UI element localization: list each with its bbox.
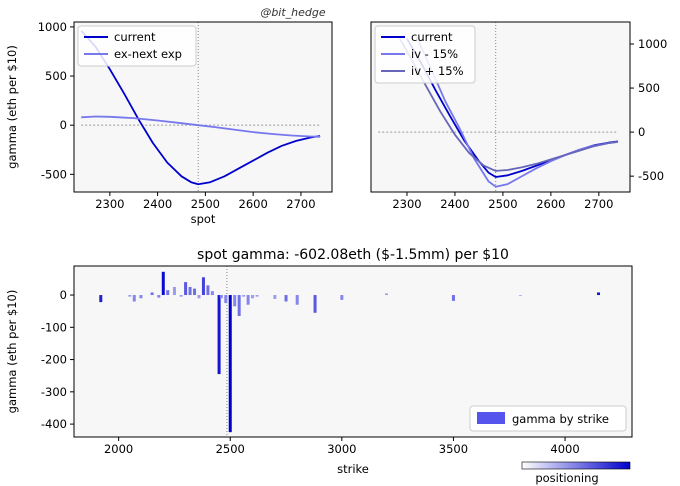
y-tick-label: 0 [638, 125, 645, 139]
x-tick-label: 2700 [286, 197, 315, 211]
bar-strike-3200 [384, 293, 388, 296]
legend-label: current [411, 30, 453, 44]
legend: current iv - 15% iv + 15% [374, 25, 476, 84]
x-tick-label: 2600 [239, 197, 268, 211]
bar-strike-2500 [228, 295, 232, 433]
bar-strike-2700 [273, 295, 277, 299]
bar-strike-1920 [99, 295, 103, 303]
x-tick-label: 2300 [95, 197, 124, 211]
y-axis-label: gamma (eth per $10) [5, 45, 19, 169]
x-tick-label: 2500 [191, 197, 220, 211]
y-tick-label: -300 [41, 385, 67, 399]
bar-strike-2300 [184, 282, 188, 296]
chart-top-right: 2300 2400 2500 2600 2700 -500 0 500 1000 current i… [370, 21, 667, 211]
x-tick-label: 2000 [104, 442, 133, 456]
legend: current ex-next exp [77, 25, 197, 67]
series-line-1 [81, 115, 321, 138]
legend-box [469, 405, 627, 432]
bar-strike-4150 [597, 292, 601, 296]
chart-bottom: spot gamma: -602.08eth ($-1.5mm) per $10… [5, 247, 633, 485]
chart-top-left: 2300 2400 2500 2600 2700 -500 0 500 1000 current e… [5, 20, 333, 226]
bar-strike-2480 [224, 295, 228, 304]
bar-strike-2620 [255, 295, 259, 297]
bar-strike-2560 [242, 295, 246, 297]
y-tick-label: -100 [41, 320, 67, 334]
x-tick-label: 3000 [327, 442, 356, 456]
y-tick-label: -400 [41, 417, 67, 431]
y-tick-label: 1000 [38, 20, 67, 34]
bar-strike-2200 [161, 271, 165, 296]
bar-strike-2150 [150, 292, 154, 296]
bar-strike-2050 [128, 295, 132, 297]
x-axis-label: strike [337, 462, 369, 476]
y-tick-label: 500 [45, 69, 67, 83]
bar-strike-2600 [251, 295, 255, 299]
bar-strike-2450 [217, 295, 221, 375]
y-axis-label: gamma (eth per $10) [5, 290, 19, 414]
colorbar [521, 461, 631, 470]
x-tick-label: 2400 [143, 197, 172, 211]
legend-label: iv + 15% [411, 64, 464, 78]
legend-label: gamma by strike [512, 412, 609, 426]
series-line-0 [80, 30, 321, 186]
x-tick-label: 2400 [440, 197, 469, 211]
bar-strike-2180 [157, 295, 161, 298]
y-tick-label: 0 [60, 118, 67, 132]
plot-frame [73, 265, 633, 438]
bar-strike-2070 [132, 295, 136, 302]
series-line-2 [399, 38, 619, 172]
bar-strike-2340 [193, 288, 197, 296]
plot-frame [73, 21, 333, 193]
bar-strike-2800 [295, 295, 299, 305]
legend-label: ex-next exp [114, 47, 182, 61]
legend-swatch [477, 412, 505, 424]
legend-box [374, 25, 476, 84]
y-tick-label: 0 [60, 288, 67, 302]
bar-strike-2380 [201, 277, 205, 296]
bar-strike-2360 [197, 295, 201, 299]
x-tick-label: 2700 [584, 197, 613, 211]
bar-strike-2100 [139, 295, 143, 299]
bar-strike-2420 [210, 291, 214, 296]
legend-label: current [114, 30, 156, 44]
bar-strike-2540 [237, 295, 241, 317]
bar-strike-2750 [284, 295, 288, 302]
bar-strike-3000 [340, 295, 344, 300]
bar-strike-2880 [313, 295, 317, 313]
y-tick-label: 1000 [638, 37, 667, 51]
bar-strike-2280 [179, 295, 183, 297]
chart-title: spot gamma: -602.08eth ($-1.5mm) per $10 [197, 247, 509, 263]
bar-strike-3800 [518, 295, 522, 297]
bar-strike-2320 [188, 286, 192, 296]
bar-strike-2250 [172, 286, 176, 296]
y-tick-label: -200 [41, 353, 67, 367]
bar-strike-2520 [233, 295, 237, 307]
x-tick-label: 3500 [439, 442, 468, 456]
watermark: @bit_hedge [260, 6, 326, 19]
bar-strike-2220 [166, 290, 170, 296]
bar-strike-3500 [451, 295, 455, 301]
y-tick-label: -500 [638, 169, 664, 183]
plot-frame [370, 21, 631, 193]
bar-strike-2400 [206, 285, 210, 296]
colorbar-label: positioning [535, 471, 598, 485]
bar-strike-2580 [246, 295, 250, 305]
x-tick-label: 2300 [392, 197, 421, 211]
legend: gamma by strike [469, 405, 627, 432]
x-tick-label: 2500 [488, 197, 517, 211]
bar-strike-2460 [219, 295, 223, 299]
x-axis-label: spot [191, 212, 216, 226]
x-tick-label: 2600 [536, 197, 565, 211]
y-tick-label: -500 [41, 167, 67, 181]
x-tick-label: 4000 [550, 442, 579, 456]
x-tick-label: 2500 [216, 442, 245, 456]
y-tick-label: 500 [638, 81, 660, 95]
legend-label: iv - 15% [411, 47, 458, 61]
